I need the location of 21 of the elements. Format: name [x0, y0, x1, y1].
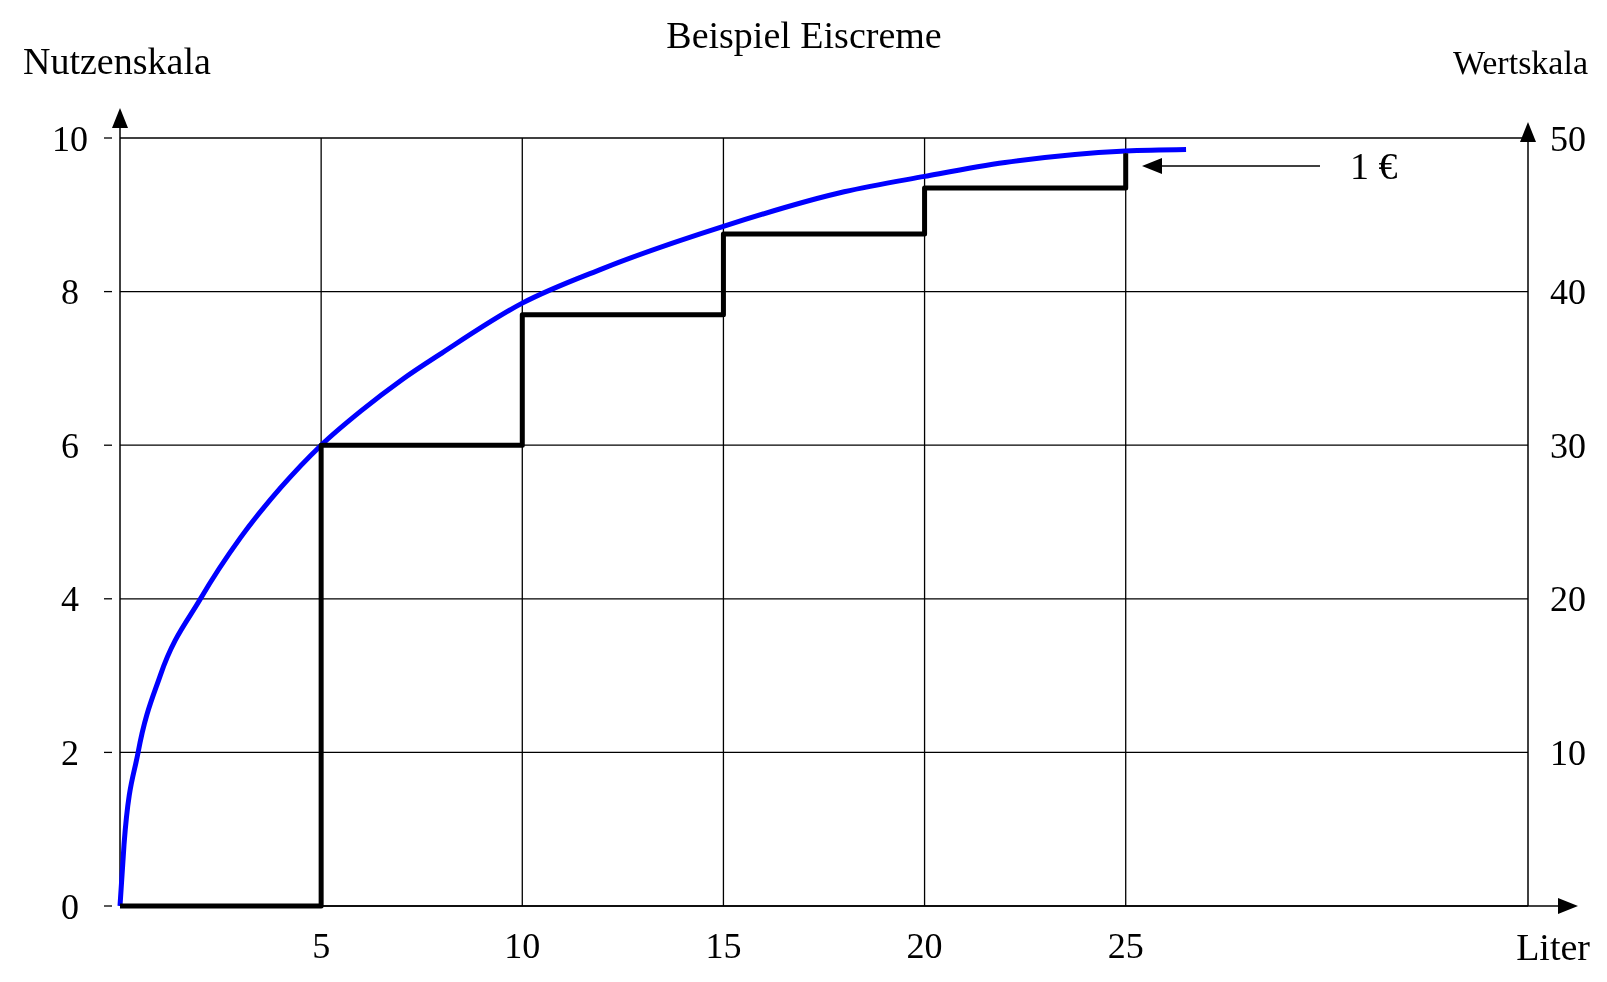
- y-tick-label: 2: [61, 733, 79, 773]
- y2-tick-label: 50: [1550, 118, 1586, 159]
- x-axis-title: Liter: [1516, 926, 1591, 968]
- y2-tick-label: 40: [1550, 272, 1586, 313]
- x-tick-label: 15: [705, 926, 742, 966]
- y2-tick-label: 10: [1550, 733, 1586, 773]
- y-tick-label: 6: [61, 425, 79, 466]
- y-tick-label: 0: [61, 886, 79, 927]
- y2-tick-label: 30: [1550, 425, 1586, 466]
- annotation: 1 €: [1350, 145, 1398, 188]
- y-tick-label: 10: [52, 118, 88, 159]
- chart-title: Beispiel Eiscreme: [666, 14, 942, 56]
- x-tick-label: 5: [312, 926, 331, 966]
- y-tick-label: 4: [61, 579, 79, 620]
- y-tick-label: 8: [61, 272, 79, 313]
- y2-axis-title: Wertskala: [1452, 44, 1588, 81]
- x-tick-label: 20: [906, 926, 943, 966]
- x-tick-label: 25: [1107, 926, 1144, 966]
- y-axis-title: Nutzenskala: [23, 40, 211, 82]
- y2-tick-label: 20: [1550, 579, 1586, 620]
- x-tick-label: 10: [504, 926, 541, 966]
